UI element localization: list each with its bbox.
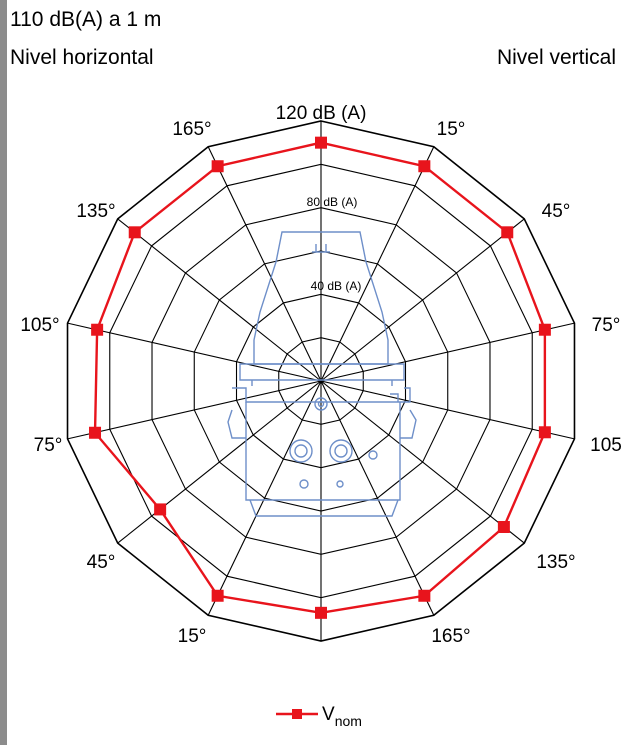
angle-label-15-top-right: 15° bbox=[437, 119, 466, 140]
angle-label-105-right: 105 bbox=[590, 435, 622, 456]
angle-label-165-bottom-right: 165° bbox=[431, 626, 470, 647]
grid-spoke bbox=[117, 218, 322, 382]
sound-level-spec: 110 dB(A) a 1 m bbox=[10, 8, 162, 31]
angle-label-75-right: 75° bbox=[592, 315, 621, 336]
legend-label-sub: nom bbox=[335, 713, 362, 729]
grid-spoke bbox=[67, 322, 322, 382]
grid-spoke bbox=[320, 322, 575, 382]
grid-spoke bbox=[67, 380, 322, 440]
angle-label-135-left: 135° bbox=[76, 201, 115, 222]
data-point bbox=[211, 589, 224, 602]
angle-label-165-top-left: 165° bbox=[172, 119, 211, 140]
outer-ring-label: 120 dB (A) bbox=[276, 103, 367, 124]
grid-spoke bbox=[320, 380, 575, 440]
angle-label-105-left: 105° bbox=[20, 315, 59, 336]
grid-spoke bbox=[320, 380, 525, 544]
series-v-nom bbox=[89, 136, 551, 619]
data-point bbox=[211, 160, 224, 173]
data-point bbox=[315, 136, 327, 149]
radial-scale-labels: 120 dB (A) 80 dB (A) 40 dB (A) bbox=[276, 103, 367, 293]
vertical-level-title: Nivel vertical bbox=[496, 46, 616, 69]
data-point bbox=[154, 503, 167, 516]
horizontal-level-title: Nivel horizontal bbox=[10, 46, 154, 69]
data-point bbox=[91, 323, 104, 336]
data-point bbox=[538, 323, 551, 336]
angle-label-75-left: 75° bbox=[34, 435, 63, 456]
data-point bbox=[538, 426, 551, 439]
angle-label-15-bottom-left: 15° bbox=[178, 626, 207, 647]
data-point bbox=[315, 606, 327, 619]
device-outline-illustration bbox=[227, 231, 417, 517]
grid-spoke bbox=[320, 380, 435, 616]
grid-spoke bbox=[207, 146, 322, 382]
grid-spoke bbox=[320, 218, 525, 382]
angle-label-135-right: 135° bbox=[536, 552, 575, 573]
legend-marker bbox=[292, 709, 302, 719]
polar-grid bbox=[66, 120, 576, 642]
legend-label-main: V bbox=[322, 704, 335, 725]
page-left-border bbox=[0, 0, 7, 745]
grid-spoke bbox=[320, 146, 435, 382]
ring-label-40: 40 dB (A) bbox=[311, 279, 362, 293]
legend-label: Vnom bbox=[322, 704, 362, 729]
angle-label-45-right: 45° bbox=[542, 201, 571, 222]
grid-spoke bbox=[117, 380, 322, 544]
grid-spoke bbox=[207, 380, 322, 616]
data-point bbox=[501, 226, 514, 239]
data-point bbox=[89, 426, 102, 439]
data-point bbox=[497, 520, 510, 533]
ring-label-80: 80 dB (A) bbox=[307, 195, 358, 209]
data-point bbox=[418, 160, 431, 173]
angle-label-45-left: 45° bbox=[87, 552, 116, 573]
data-point bbox=[128, 226, 141, 239]
data-point bbox=[418, 589, 431, 602]
angle-labels: 15° 45° 75° 105 135° 165° 165° 15° 45° 7… bbox=[20, 119, 622, 647]
chart-legend: Vnom bbox=[276, 704, 362, 729]
